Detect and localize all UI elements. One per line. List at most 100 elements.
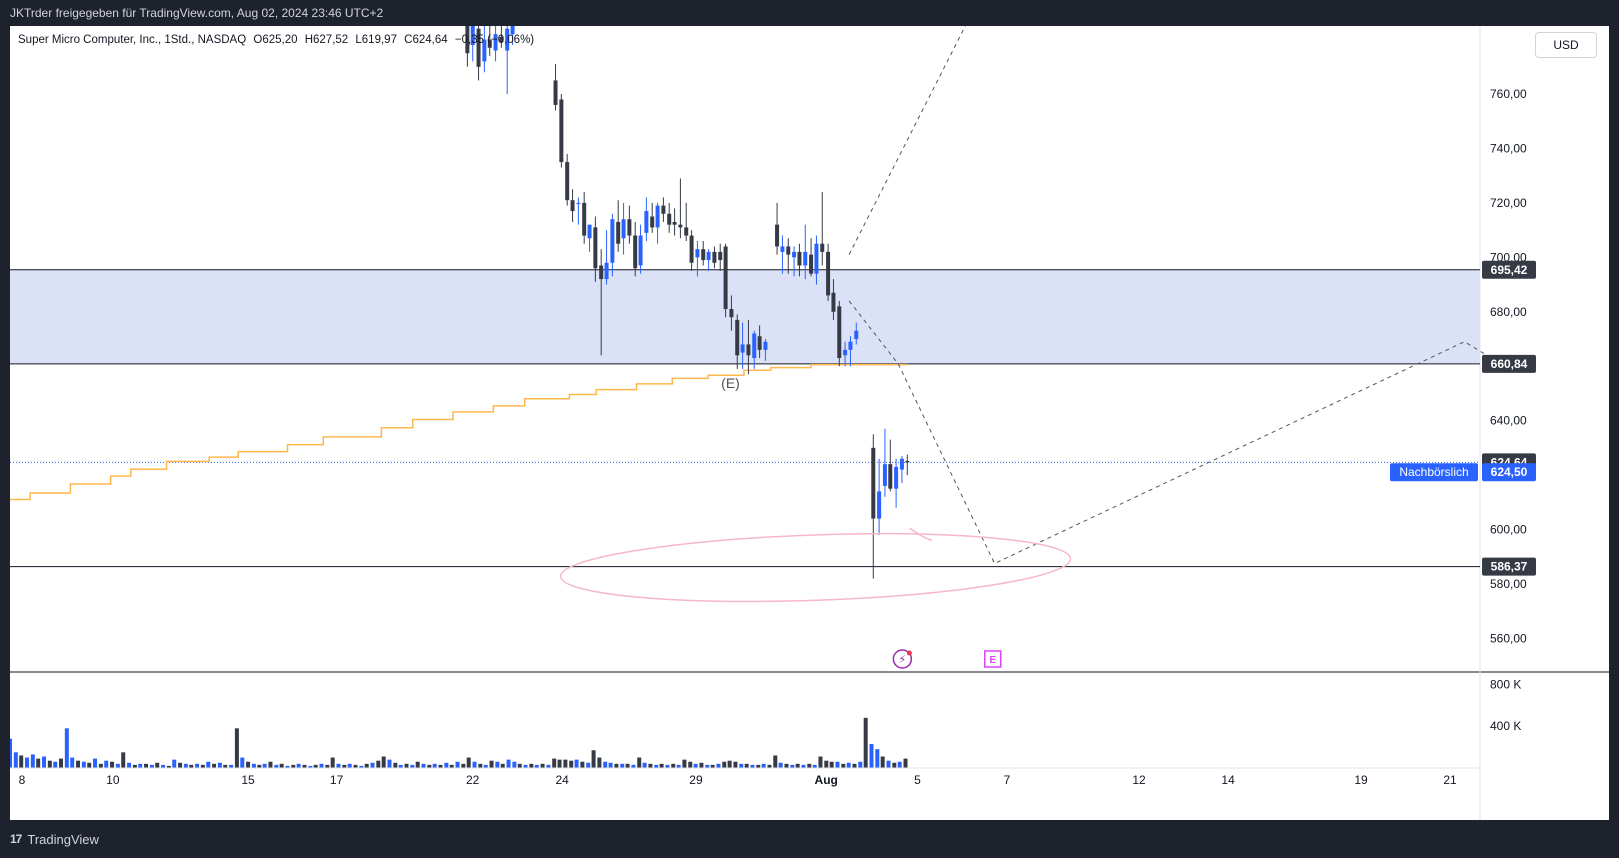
chart-area[interactable]: (E)⚡E 560,00580,00600,00620,00640,00660,… [10, 26, 1609, 820]
candle-body [746, 344, 751, 356]
volume-bar [200, 764, 205, 768]
candle [735, 314, 740, 369]
candle-body [610, 219, 615, 263]
after-hours-badge-bg [1482, 463, 1536, 482]
volume-bar [336, 763, 341, 768]
volume-bar [767, 764, 772, 768]
symbol-name: Super Micro Computer, Inc., 1Std., NASDA… [18, 34, 247, 46]
volume-bar [637, 757, 642, 768]
candle-body [888, 464, 893, 489]
volume-bar [699, 762, 704, 768]
candle [593, 216, 598, 282]
volume-bar [398, 764, 403, 768]
volume-bar [693, 763, 698, 768]
zone-bottom-badge-bg [1482, 354, 1536, 373]
tradingview-logo[interactable]: 17 TradingView [10, 821, 99, 858]
candle-body [667, 213, 672, 225]
tradingview-logo-icon: 17 [10, 832, 22, 846]
volume-bar [642, 762, 647, 768]
volume-bar [313, 764, 318, 768]
volume-bar [483, 764, 488, 768]
candle-body [899, 458, 904, 470]
volume-bar [750, 764, 755, 768]
volume-bar [744, 763, 749, 768]
time-tick-label: 10 [106, 773, 120, 787]
volume-bar [858, 761, 863, 768]
volume-bar [552, 758, 557, 768]
candle [465, 26, 470, 67]
volume-bar [671, 763, 676, 768]
candle-body [661, 205, 666, 214]
candle [797, 243, 802, 277]
candlestick-chart[interactable]: (E)⚡E 560,00580,00600,00620,00640,00660,… [10, 26, 1609, 820]
candle-body [729, 309, 734, 318]
volume-bar [42, 756, 47, 768]
candle [848, 336, 853, 367]
volume-bar [631, 764, 636, 768]
candle-body [752, 333, 757, 359]
time-tick-label: 5 [914, 773, 921, 787]
volume-bar [688, 761, 693, 768]
candle-body [854, 330, 859, 339]
candle [882, 428, 887, 497]
volume-bar [620, 763, 625, 768]
candle-body [718, 251, 723, 261]
candle-body [644, 211, 649, 233]
candle-body [616, 221, 621, 244]
candle-body [701, 249, 706, 261]
candle [655, 202, 660, 244]
volume-bar [195, 763, 200, 768]
volume-bar [149, 764, 154, 768]
volume-bar [608, 762, 613, 768]
volume-bar [53, 761, 58, 768]
volume-bar [70, 757, 75, 768]
candle [667, 202, 672, 233]
candle [661, 197, 666, 222]
candle [706, 249, 711, 271]
volume-bar [121, 752, 126, 768]
volume-bar [773, 755, 778, 768]
volume-bar [534, 764, 539, 768]
volume-bar [81, 761, 86, 768]
currency-button[interactable]: USD [1535, 32, 1597, 58]
candle-body [633, 235, 638, 269]
candle [644, 197, 649, 241]
candle [565, 153, 570, 206]
candle [638, 224, 643, 274]
candle [803, 224, 808, 280]
tradingview-brand: TradingView [27, 832, 99, 847]
volume-bar [319, 763, 324, 768]
volume-bar [569, 760, 574, 768]
candle-body [482, 39, 487, 62]
volume-bar [421, 763, 426, 768]
volume-bar [897, 761, 902, 768]
after-hours-label: Nachbörslich [1390, 463, 1478, 482]
candle [718, 243, 723, 271]
volume-bar [472, 761, 477, 768]
candle-body [894, 466, 899, 489]
volume-bar [59, 758, 64, 768]
candle [684, 202, 689, 241]
support-badge-bg [1482, 557, 1536, 576]
candle-body [599, 265, 604, 280]
candle-body [792, 251, 797, 258]
candle-body [684, 227, 689, 236]
volume-bar [852, 763, 857, 768]
time-tick-label: 12 [1132, 773, 1146, 787]
candle-body [655, 205, 660, 228]
candle-body [797, 251, 802, 266]
candle-body [650, 216, 655, 228]
volume-bar [756, 764, 761, 768]
volume-bar [132, 764, 137, 768]
volume-bar [279, 763, 284, 768]
zone-top-badge-text: 695,42 [1491, 263, 1528, 277]
volume-bar [251, 763, 256, 768]
candle [616, 200, 621, 252]
volume-bar [364, 763, 369, 768]
volume-bar [104, 760, 109, 768]
volume-bar [325, 764, 330, 768]
lightning-glyph: ⚡ [899, 654, 907, 666]
candle-body [465, 26, 470, 54]
volume-bar [710, 764, 715, 768]
candle-body [843, 349, 848, 356]
